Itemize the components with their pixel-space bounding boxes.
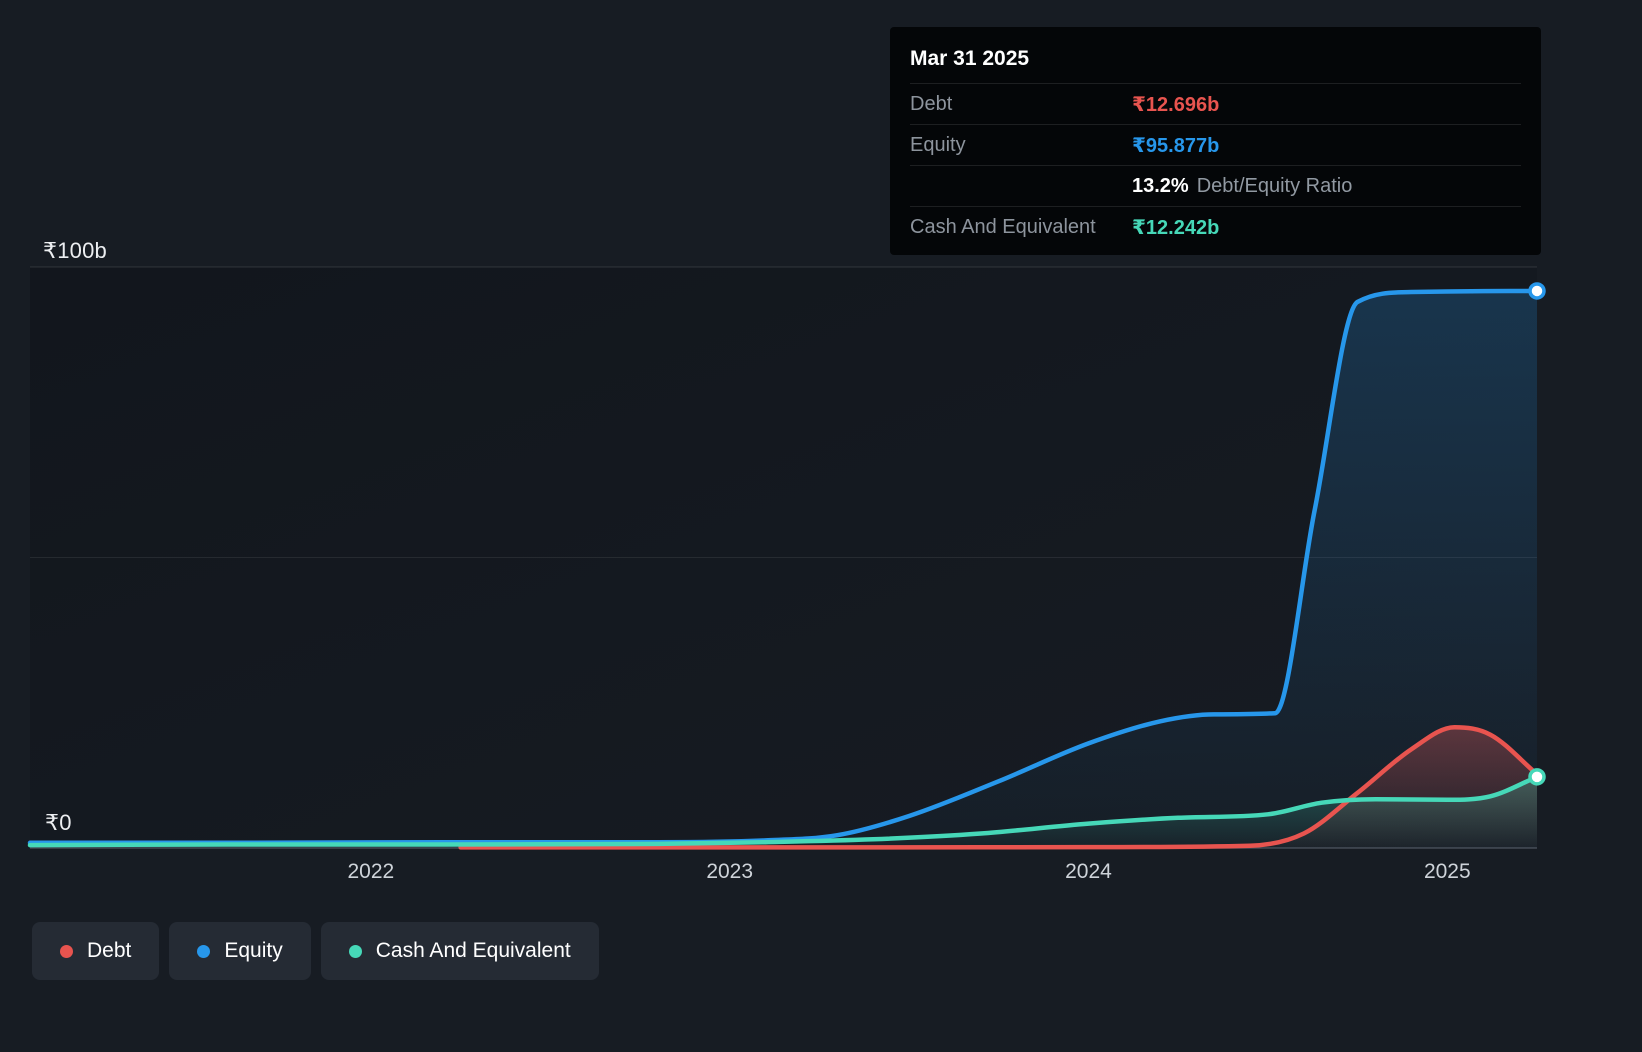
x-axis-tick-label: 2024 bbox=[1065, 860, 1112, 883]
tooltip-cash-value: ₹12.242b bbox=[1132, 216, 1220, 239]
y-axis-label-100b: ₹100b bbox=[43, 238, 107, 263]
legend-equity-label: Equity bbox=[224, 939, 283, 962]
tooltip-equity-label: Equity bbox=[910, 133, 966, 156]
legend-debt-label: Debt bbox=[87, 939, 132, 962]
tooltip-cash-label: Cash And Equivalent bbox=[910, 215, 1096, 238]
equity-area bbox=[30, 291, 1537, 848]
cash-and-equivalent-end-marker bbox=[1528, 768, 1546, 786]
x-axis-tick-label: 2025 bbox=[1423, 860, 1471, 883]
equity-dot-icon bbox=[197, 944, 211, 958]
debt-dot-icon bbox=[60, 944, 73, 958]
legend: Debt Equity Cash And Equivalent bbox=[32, 922, 599, 980]
x-axis-tick-label: 2022 bbox=[347, 860, 395, 883]
legend-item-equity[interactable]: Equity bbox=[169, 922, 311, 980]
tooltip-debt-label: Debt bbox=[910, 92, 953, 115]
tooltip-ratio-percent: 13.2% bbox=[1132, 174, 1189, 197]
tooltip-row-equity: Equity ₹95.877b bbox=[910, 124, 1521, 165]
legend-item-debt[interactable]: Debt bbox=[32, 922, 160, 980]
debt-line bbox=[458, 724, 1540, 850]
cash-dot-icon bbox=[348, 944, 362, 958]
tooltip-row-debt: Debt ₹12.696b bbox=[910, 83, 1521, 124]
legend-cash-label: Cash And Equivalent bbox=[375, 939, 571, 962]
x-axis-tick-label: 2023 bbox=[706, 860, 754, 883]
legend-item-cash[interactable]: Cash And Equivalent bbox=[320, 922, 599, 980]
tooltip-date: Mar 31 2025 bbox=[910, 47, 1030, 70]
tooltip-ratio-value: 13.2% Debt/Equity Ratio bbox=[1132, 175, 1352, 198]
tooltip: Mar 31 2025 Debt ₹12.696b Equity ₹95.877… bbox=[890, 27, 1541, 255]
tooltip-debt-value: ₹12.696b bbox=[1132, 93, 1220, 116]
equity-end-marker bbox=[1528, 282, 1546, 300]
x-axis: 2022 2023 2024 2025 bbox=[0, 860, 1642, 888]
cash-and-equivalent-line bbox=[27, 774, 1540, 848]
y-axis-label-0: ₹0 bbox=[45, 810, 72, 835]
tooltip-row-cash: Cash And Equivalent ₹12.242b bbox=[910, 206, 1521, 247]
equity-line bbox=[27, 288, 1540, 846]
cash-and-equivalent-area bbox=[30, 776, 1537, 848]
tooltip-equity-value: ₹95.877b bbox=[1132, 134, 1220, 157]
tooltip-ratio-label: Debt/Equity Ratio bbox=[1196, 174, 1353, 197]
tooltip-row-ratio: 13.2% Debt/Equity Ratio bbox=[910, 165, 1521, 206]
